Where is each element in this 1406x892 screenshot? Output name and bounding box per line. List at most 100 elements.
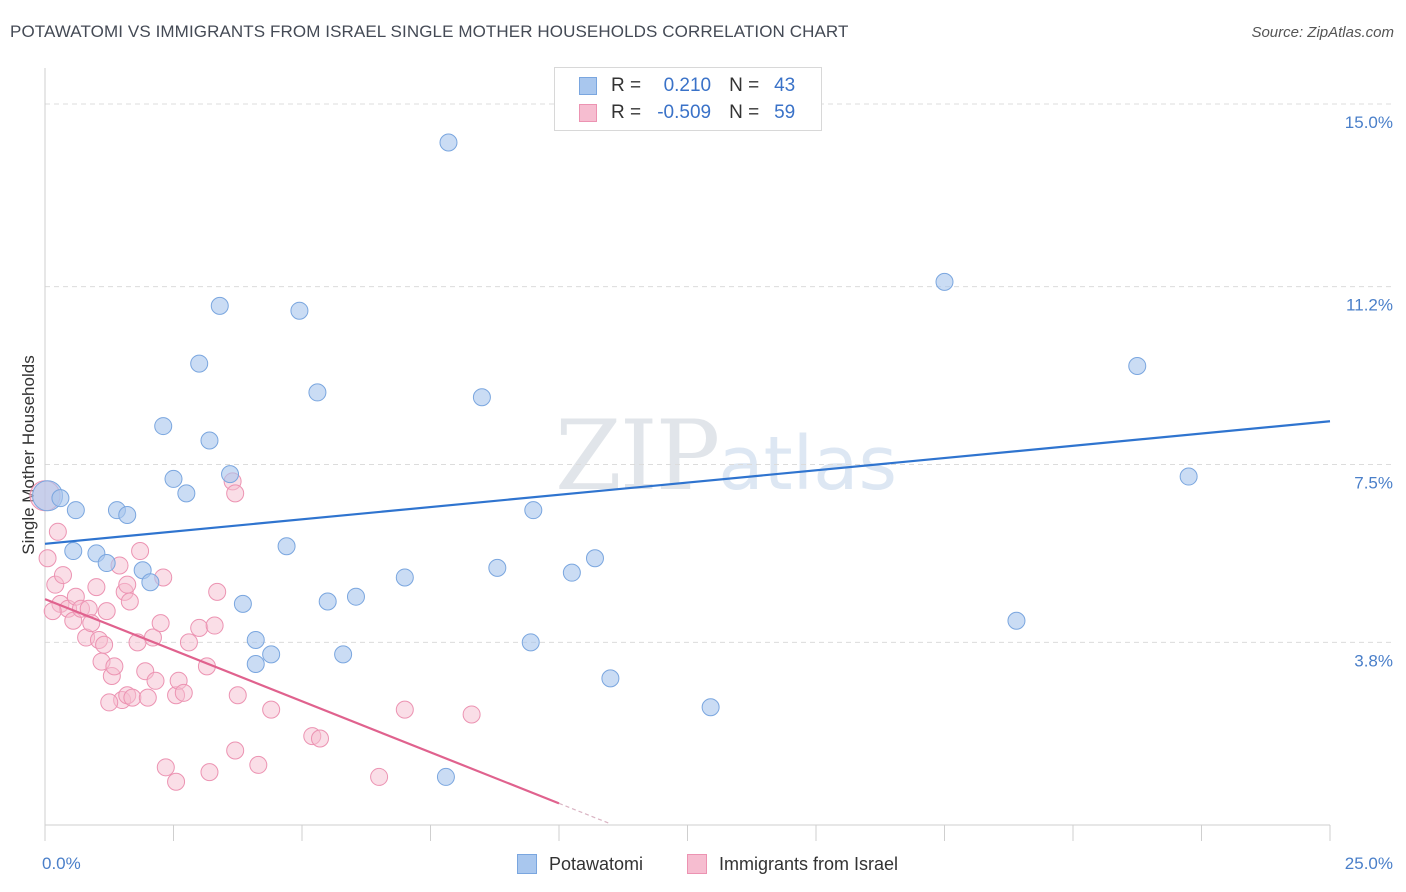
potawatomi-point [521,633,540,652]
potawatomi-point [177,484,196,503]
potawatomi-point [97,554,116,573]
israel-point [48,522,67,541]
israel-point [310,729,329,748]
israel-point [38,549,57,568]
legend-swatch-blue [579,77,597,95]
potawatomi-point [585,549,604,568]
israel-point [262,700,281,719]
israel-point [174,683,193,702]
legend-row-potawatomi: R = 0.210 N = 43 [579,73,795,99]
israel-point [200,763,219,782]
israel-point [138,688,157,707]
potawatomi-point [308,383,327,402]
israel-point [131,542,150,561]
potawatomi-point [524,501,543,520]
potawatomi-point [190,354,209,373]
y-axis-label: Single Mother Households [19,355,38,554]
legend-n-label: N = [729,102,760,123]
y-tick-label: 11.2% [1346,296,1393,315]
israel-point [208,582,227,601]
potawatomi-point [246,654,265,673]
israel-point [118,575,137,594]
israel-point [120,592,139,611]
israel-point [370,767,389,786]
y-tick-label: 7.5% [1354,474,1393,493]
bottom-legend-swatch-blue [517,854,537,874]
potawatomi-point [277,537,296,556]
israel-point [95,635,114,654]
potawatomi-point [334,645,353,664]
israel-point [462,705,481,724]
israel-point [249,755,268,774]
israel-point [395,700,414,719]
legend-n-label: N = [729,75,760,96]
chart-title: POTAWATOMI VS IMMIGRANTS FROM ISRAEL SIN… [10,22,849,41]
legend-swatch-pink [579,104,597,122]
potawatomi-point [562,563,581,582]
israel-point [226,484,245,503]
israel-point [97,602,116,621]
potawatomi-point [701,698,720,717]
israel-point [167,772,186,791]
potawatomi-point [436,767,455,786]
potawatomi-point [262,645,281,664]
israel-point [123,688,142,707]
potawatomi-point [66,501,85,520]
bottom-legend-israel: Immigrants from Israel [687,852,898,876]
israel-point [190,618,209,637]
israel-point [179,633,198,652]
israel-point [53,566,72,585]
potawatomi-point [601,669,620,688]
bottom-legend-potawatomi: Potawatomi [517,852,643,876]
israel-point [87,578,106,597]
israel-point [146,671,165,690]
potawatomi-point [346,587,365,606]
israel-trend-extension [558,802,611,825]
legend-r-label: R = [611,75,642,96]
potawatomi-point [64,542,83,561]
x-tick-label: 25.0% [1345,854,1393,873]
bottom-legend-swatch-pink [687,854,707,874]
potawatomi-point [51,489,70,508]
potawatomi-point [154,417,173,436]
potawatomi-point [141,573,160,592]
potawatomi-point [221,465,240,484]
y-tick-label: 15.0% [1345,113,1393,132]
israel-point [100,693,119,712]
legend: R = 0.210 N = 43 R = -0.509 N = 59 [554,67,822,131]
potawatomi-point [439,133,458,152]
legend-row-israel: R = -0.509 N = 59 [579,100,795,126]
watermark-atlas: atlas [718,421,898,507]
potawatomi-point [290,301,309,320]
potawatomi-point [1128,356,1147,375]
legend-r-label: R = [611,102,642,123]
potawatomi-point [233,594,252,613]
potawatomi-point [935,272,954,291]
israel-point [156,758,175,777]
bottom-legend-label-israel: Immigrants from Israel [719,853,899,874]
israel-point [228,686,247,705]
source-credit: Source: ZipAtlas.com [1251,24,1394,41]
israel-point [205,616,224,635]
potawatomi-point [164,469,183,488]
y-tick-label: 3.8% [1354,651,1393,670]
israel-point [226,741,245,760]
potawatomi-point [246,630,265,649]
potawatomi-point [1179,467,1198,486]
x-tick-label: 0.0% [42,854,81,873]
legend-n-value: 43 [774,75,796,96]
potawatomi-point [1007,611,1026,630]
israel-point [105,657,124,676]
legend-n-value: 59 [774,102,796,123]
potawatomi-point [395,568,414,587]
potawatomi-point [200,431,219,450]
potawatomi-point [118,505,137,524]
potawatomi-point [472,388,491,407]
potawatomi-point [318,592,337,611]
potawatomi-point [488,558,507,577]
potawatomi-trend-line [44,420,1331,545]
bottom-legend-label-potawatomi: Potawatomi [549,853,644,874]
legend-r-value: -0.509 [657,102,712,123]
israel-trend-line [44,598,560,805]
